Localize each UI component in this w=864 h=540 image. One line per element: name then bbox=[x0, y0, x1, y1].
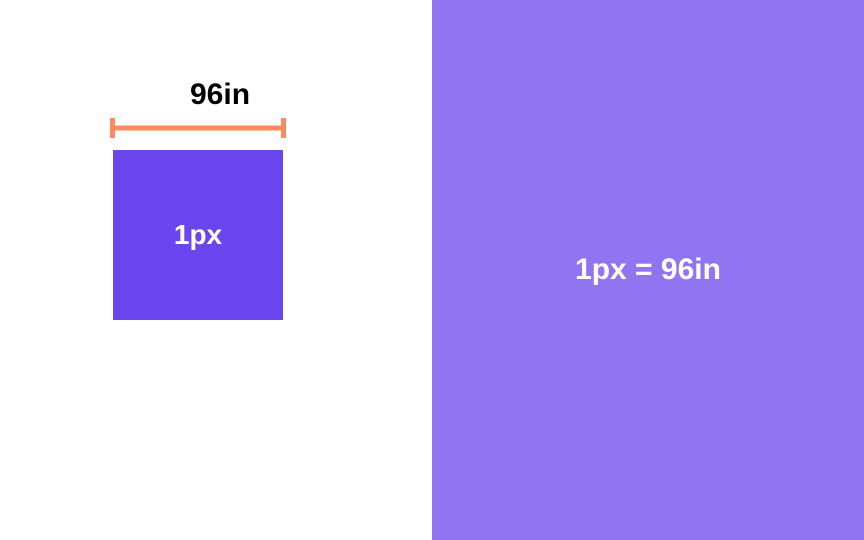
dimension-bracket bbox=[110, 118, 286, 138]
left-panel: 96in 1px bbox=[0, 0, 432, 540]
dimension-cap-right bbox=[281, 118, 286, 138]
pixel-square-label: 1px bbox=[174, 219, 222, 251]
dimension-label: 96in bbox=[190, 78, 250, 112]
diagram-stage: 96in 1px 1px = 96in bbox=[0, 0, 864, 540]
pixel-square: 1px bbox=[113, 150, 283, 320]
dimension-cap-left bbox=[110, 118, 115, 138]
dimension-line bbox=[110, 126, 286, 131]
equation-text: 1px = 96in bbox=[575, 253, 721, 287]
right-panel: 1px = 96in bbox=[432, 0, 864, 540]
